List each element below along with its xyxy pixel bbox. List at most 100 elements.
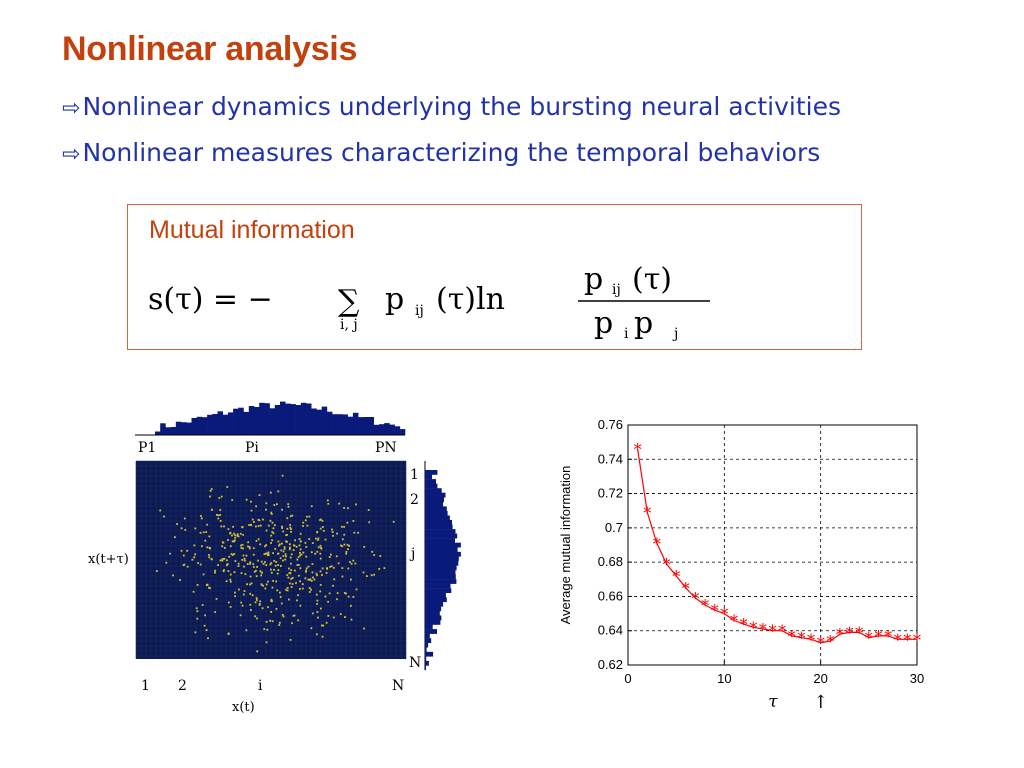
scatter-dot (332, 566, 335, 569)
scatter-dot (254, 601, 257, 604)
scatter-dot (347, 507, 349, 510)
scatter-dot (176, 523, 178, 525)
formula-term-p: p (385, 282, 404, 317)
scatter-dot (341, 525, 343, 528)
scatter-dot (204, 614, 206, 617)
scatter-dot (328, 592, 331, 595)
scatter-dot (370, 574, 373, 577)
scatter-dot (280, 565, 282, 567)
scatter-dot (338, 502, 341, 505)
right-histogram-bar (425, 597, 447, 603)
chart-series: ******* * * * * * * * * * * * * * * * * * * * * * * * (634, 440, 921, 653)
right-label-j: j (409, 546, 415, 562)
scatter-dot (217, 517, 220, 520)
top-marginal-histogram (155, 401, 406, 435)
scatter-dot (255, 569, 257, 572)
scatter-dot (242, 554, 245, 557)
scatter-dot (345, 551, 348, 553)
scatter-dot (322, 529, 325, 532)
scatter-dot (222, 570, 225, 573)
scatter-dot (208, 535, 211, 538)
scatter-dot (264, 552, 267, 555)
scatter-dot (353, 531, 356, 534)
scatter-dot (260, 560, 263, 563)
scatter-dot (316, 531, 318, 534)
scatter-dot (223, 525, 225, 528)
scatter-dot (346, 521, 349, 524)
scatter-dot (332, 584, 334, 587)
data-point: * (797, 629, 805, 648)
scatter-dot (259, 570, 262, 573)
scatter-dot (307, 565, 310, 568)
top-histogram-bar (238, 407, 244, 435)
top-histogram-bar (347, 416, 354, 435)
scatter-dot (219, 514, 221, 516)
right-histogram-bar (425, 615, 442, 621)
top-histogram-bar (300, 402, 307, 435)
scatter-dot (240, 547, 243, 549)
scatter-dot (256, 599, 258, 601)
scatter-dot (276, 589, 279, 592)
scatter-dot (249, 575, 252, 578)
scatter-dot (247, 541, 250, 544)
scatter-dot (231, 534, 233, 537)
data-point: * (643, 503, 651, 522)
scatter-dot (293, 614, 296, 617)
right-histogram-bar (425, 492, 446, 498)
scatter-dot (311, 571, 314, 574)
scatter-dot (265, 544, 268, 546)
scatter-dot (357, 531, 359, 534)
scatter-dot (278, 621, 281, 624)
top-histogram-bar (181, 422, 187, 435)
scatter-dot (229, 545, 232, 548)
scatter-dot (255, 540, 258, 542)
scatter-dot (321, 519, 324, 522)
scatter-dot (269, 491, 272, 494)
scatter-dot (273, 568, 275, 571)
scatter-dot (262, 584, 264, 587)
scatter-dot (315, 537, 317, 540)
scatter-dot (261, 607, 264, 610)
scatter-dot (287, 505, 290, 508)
chart-xlabel: τ (768, 692, 778, 712)
scatter-dot (348, 544, 350, 547)
scatter-dot (282, 615, 285, 618)
scatter-dot (252, 563, 255, 565)
scatter-dot (312, 576, 314, 579)
top-histogram-bar (316, 409, 322, 435)
scatter-dot (286, 527, 289, 530)
scatter-dot (208, 556, 211, 559)
scatter-dot (242, 593, 245, 596)
right-histogram-bar (425, 638, 432, 643)
scatter-dot (227, 539, 229, 541)
scatter-dot (258, 604, 261, 606)
scatter-dot (270, 598, 273, 601)
scatter-dot (251, 518, 254, 521)
scatter-dot (272, 532, 275, 535)
right-histogram-bar (425, 656, 427, 662)
scatter-dot (289, 582, 291, 585)
scatter-dot (246, 563, 249, 565)
scatter-dot (267, 524, 270, 527)
scatter-dot (316, 599, 319, 602)
scatter-dot (228, 555, 231, 558)
scatter-dot (248, 546, 251, 548)
scatter-dot (243, 590, 246, 592)
right-histogram-bar (425, 506, 447, 512)
scatter-dot (245, 554, 248, 557)
scatter-dot (308, 587, 311, 589)
scatter-dot (274, 548, 277, 550)
y-tick-label: 0.76 (598, 417, 623, 432)
scatter-dot (196, 610, 199, 613)
scatter-dot (311, 612, 314, 615)
top-histogram-bar (399, 429, 406, 435)
right-label-2: 2 (410, 492, 419, 508)
chart-ylabel: Average mutual information (558, 466, 573, 625)
scatter-dot (341, 575, 344, 578)
scatter-dot (299, 540, 302, 543)
scatter-dot (260, 574, 263, 577)
right-histogram-bar (425, 620, 441, 625)
scatter-dot (293, 569, 296, 572)
scatter-dot (226, 564, 228, 567)
scatter-dot (256, 650, 259, 653)
